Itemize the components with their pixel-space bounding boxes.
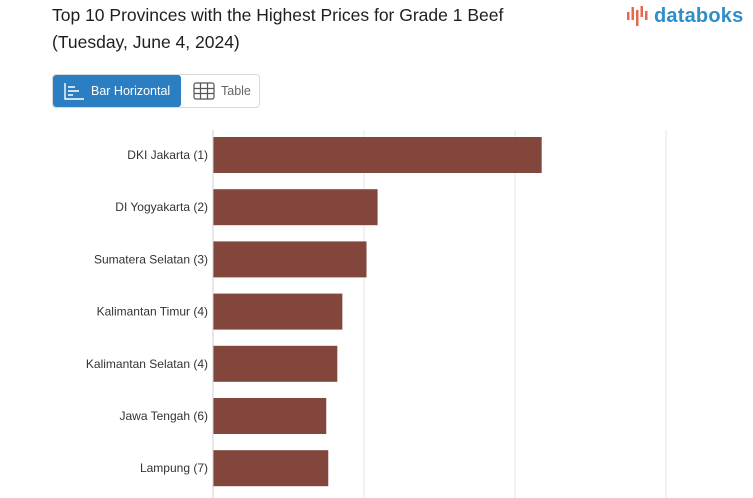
databoks-logo[interactable]: databoks [626, 4, 743, 28]
view-toggle: Bar Horizontal Table [52, 74, 260, 108]
bar[interactable] [213, 189, 378, 226]
tab-bar-horizontal[interactable]: Bar Horizontal [53, 75, 181, 107]
category-label: Lampung (7) [140, 461, 208, 475]
category-label: Kalimantan Timur (4) [97, 305, 208, 319]
bar[interactable] [213, 241, 367, 278]
category-label: Jawa Tengah (6) [120, 409, 209, 423]
category-label: Kalimantan Selatan (4) [86, 357, 208, 371]
bar[interactable] [213, 398, 327, 434]
bar-horizontal-icon [64, 83, 84, 100]
bar[interactable] [213, 137, 542, 173]
bar[interactable] [213, 345, 338, 382]
tab-table[interactable]: Table [181, 75, 259, 107]
tab-bar-horizontal-label: Bar Horizontal [91, 84, 171, 98]
category-label: DI Yogyakarta (2) [115, 200, 208, 214]
tab-table-label: Table [221, 84, 251, 98]
bar[interactable] [213, 293, 343, 330]
title-line-2: (Tuesday, June 4, 2024) [52, 32, 240, 52]
category-label: DKI Jakarta (1) [127, 148, 208, 162]
logo-bars-icon [627, 6, 648, 26]
title-line-1: Top 10 Provinces with the Highest Prices… [52, 5, 504, 25]
category-label: Sumatera Selatan (3) [94, 252, 208, 266]
table-icon [193, 82, 215, 100]
chart-title: Top 10 Provinces with the Highest Prices… [52, 2, 572, 56]
bar[interactable] [213, 450, 329, 487]
logo-text: databoks [654, 4, 744, 27]
